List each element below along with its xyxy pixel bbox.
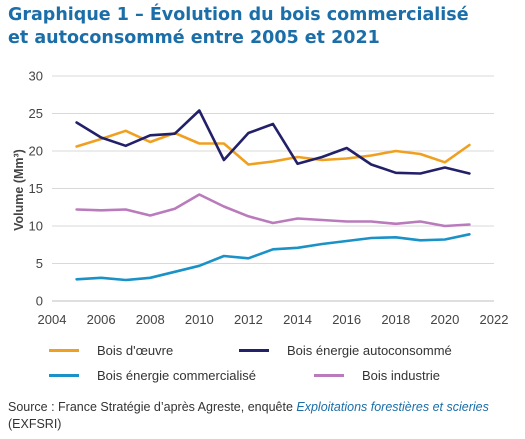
x-tick-label-2014: 2014 [283, 312, 312, 327]
y-axis-label: Volume (Mm³) [12, 149, 26, 231]
series-line-bois-energie-autoconsomme [75, 109, 471, 175]
x-tick-label-2020: 2020 [430, 312, 459, 327]
source-survey-name: Exploitations forestières et scieries [296, 400, 489, 414]
x-tick-label-2010: 2010 [185, 312, 214, 327]
x-tick-label-2008: 2008 [136, 312, 165, 327]
source-note: Source : France Stratégie d’après Agrest… [8, 399, 520, 433]
chart-title: Graphique 1 – Évolution du bois commerci… [8, 4, 518, 50]
y-tick-label-0: 0 [36, 294, 43, 309]
series-line-bois-d-oeuvre [75, 129, 471, 166]
y-tick-label-5: 5 [36, 256, 43, 271]
x-tick-label-2018: 2018 [381, 312, 410, 327]
y-tick-label-15: 15 [29, 181, 43, 196]
source-suffix: (EXFSRI) [8, 417, 62, 431]
series-line-bois-industrie [75, 193, 471, 228]
y-tick-labels: 0 5 10 15 20 25 30 [29, 69, 43, 309]
grid-lines [52, 75, 494, 264]
y-tick-label-20: 20 [29, 144, 43, 159]
x-tick-label-2016: 2016 [332, 312, 361, 327]
x-tick-label-2004: 2004 [38, 312, 67, 327]
y-tick-label-30: 30 [29, 69, 43, 84]
x-tick-label-2006: 2006 [87, 312, 116, 327]
x-tick-labels: 2004 2006 2008 2010 2012 2014 2016 2018 2020 2022 [38, 312, 509, 327]
y-tick-label-10: 10 [29, 219, 43, 234]
x-tick-label-2012: 2012 [234, 312, 263, 327]
x-tick-label-2022: 2022 [480, 312, 509, 327]
source-prefix: Source : France Stratégie d’après Agrest… [8, 400, 293, 414]
y-tick-label-25: 25 [29, 106, 43, 121]
series-line-bois-energie-commercialise [75, 233, 471, 282]
chart-title-line-1: Graphique 1 – Évolution du bois commerci… [8, 5, 469, 25]
chart-title-line-2: et autoconsommé entre 2005 et 2021 [8, 28, 380, 48]
series-lines [75, 109, 471, 282]
